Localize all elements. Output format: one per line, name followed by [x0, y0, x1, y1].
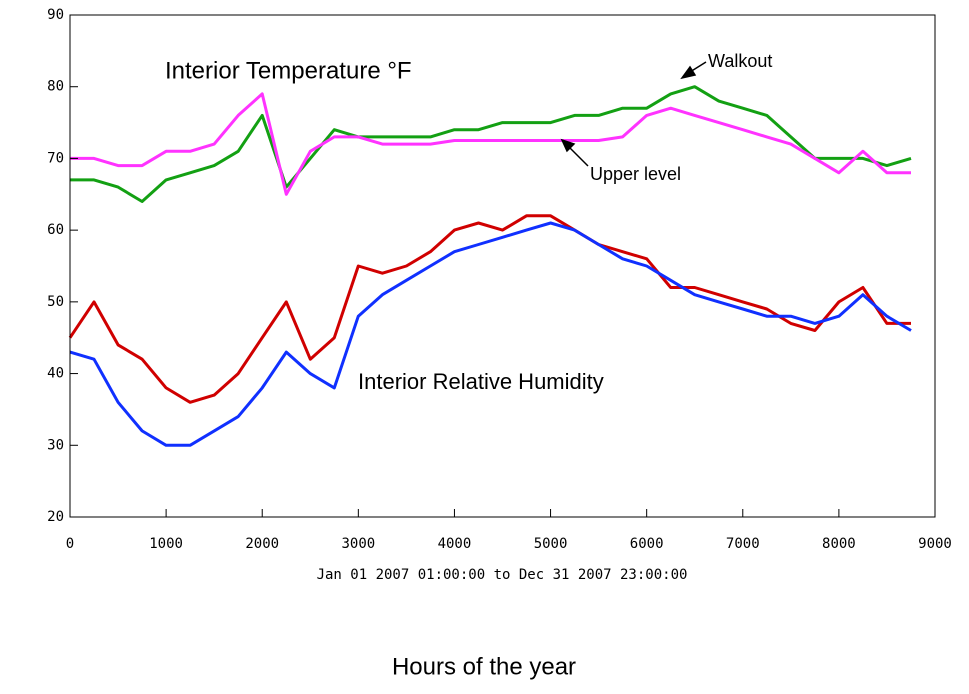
x-tick-label: 7000 — [726, 536, 760, 552]
x-tick-label: 1000 — [149, 536, 183, 552]
y-tick-label: 30 — [47, 437, 64, 453]
x-tick-label: 3000 — [341, 536, 375, 552]
x-tick-label: 4000 — [438, 536, 472, 552]
x-tick-label: 5000 — [534, 536, 568, 552]
y-tick-label: 60 — [47, 222, 64, 238]
y-tick-label: 70 — [47, 150, 64, 166]
x-tick-label: 9000 — [918, 536, 952, 552]
arrow — [569, 147, 589, 167]
temperature-annotation: Interior Temperature °F — [165, 57, 412, 84]
y-tick-label: 50 — [47, 294, 64, 310]
y-tick-label: 80 — [47, 79, 64, 95]
y-tick-label: 40 — [47, 366, 64, 382]
plot-frame — [69, 14, 936, 518]
x-axis-label: Hours of the year — [392, 653, 576, 680]
x-tick-label: 8000 — [822, 536, 856, 552]
x-tick-label: 2000 — [245, 536, 279, 552]
y-tick-label: 20 — [47, 509, 64, 525]
arrows — [560, 61, 707, 167]
walkout-label: Walkout — [708, 51, 772, 71]
x-tick-label: 0 — [66, 536, 74, 552]
arrow-head — [560, 138, 576, 153]
humidity-annotation: Interior Relative Humidity — [358, 369, 604, 394]
plot-area — [68, 85, 912, 447]
series-line — [68, 214, 911, 404]
x-subtitle: Jan 01 2007 01:00:00 to Dec 31 2007 23:0… — [317, 567, 688, 583]
series-line — [70, 92, 911, 196]
upper-level-label: Upper level — [590, 164, 681, 184]
arrow-head — [680, 65, 697, 80]
series-line — [69, 221, 912, 447]
y-tick-label: 90 — [47, 7, 64, 23]
x-tick-label: 6000 — [630, 536, 664, 552]
series-line — [70, 85, 912, 203]
